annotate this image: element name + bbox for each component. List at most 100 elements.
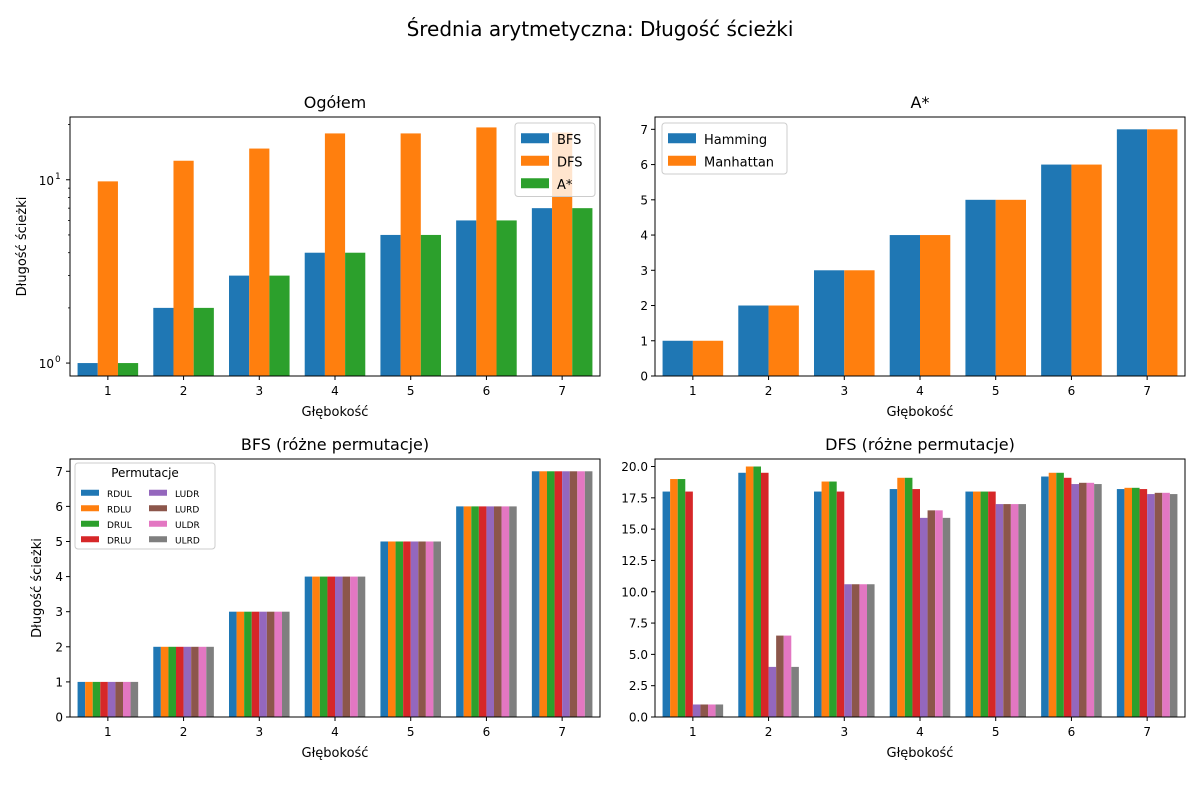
legend: Hamming Manhattan [661,122,788,175]
bar-hamming-4 [889,235,920,376]
bar-ludr-5 [995,504,1004,717]
x-axis-label: Głębokość [887,405,954,420]
y-tick-label: 4 [55,570,63,584]
bar-drlu-1 [100,681,108,717]
bar-drul-4 [319,576,328,717]
bar-rdlu-6 [463,506,472,717]
y-tick-label: 0 [55,711,63,725]
y-tick-label: 3 [640,264,648,278]
bar-dfs-1 [97,181,118,376]
y-tick-label: 6 [55,500,63,514]
bar-drul-4 [904,477,913,717]
bar-dfs-5 [400,133,421,376]
bar-lurd-4 [342,576,351,717]
bar-rdul-1 [662,491,671,717]
legend-label: ULRD [175,536,200,546]
bar-rdlu-2 [745,466,754,717]
bar-drul-7 [547,471,555,717]
bar-ludr-3 [844,584,852,717]
legend-swatch [521,133,549,144]
bar-manhattan-1 [692,340,724,376]
bar-uldr-3 [274,611,282,717]
y-tick-label: 7 [55,465,63,479]
x-axis-label: Głębokość [302,746,369,761]
bar-hamming-1 [662,340,693,376]
bar-a-7 [572,208,593,376]
bar-lurd-3 [266,611,275,717]
bar-lurd-1 [115,681,123,717]
legend-label: Hamming [704,133,767,148]
bar-ulrd-1 [130,681,139,717]
bar-drul-7 [1132,487,1140,717]
bar-ulrd-3 [867,584,875,717]
legend-label: DRUL [107,521,132,531]
bar-rdul-1 [77,681,86,717]
bar-rdul-7 [531,471,540,717]
x-tick-label: 1 [104,384,112,398]
bar-drul-1 [677,479,686,717]
legend-label: LURD [175,505,199,515]
x-tick-label: 7 [1143,384,1151,398]
bar-rdlu-3 [236,611,245,717]
x-tick-label: 1 [689,384,697,398]
bar-rdlu-4 [312,576,320,717]
bar-drlu-3 [836,491,845,717]
x-tick-label: 6 [1068,725,1076,739]
bar-a-1 [117,363,139,376]
bar-uldr-7 [1162,492,1170,717]
bar-hamming-5 [965,199,996,376]
bar-drlu-4 [912,489,920,717]
chart-3: 1 2 3 4 5 6 7 0 1 2 3 4 5 6 7 BFS (różne permutacje) Głę… [30,435,601,761]
bar-manhattan-4 [920,235,951,376]
bar-drul-5 [980,491,989,717]
bar-bfs-5 [380,234,401,376]
bar-a-4 [345,252,366,376]
chart-title: DFS (różne permutacje) [825,435,1015,454]
legend-swatch [668,155,696,166]
y-tick-label: 1 [640,334,648,348]
y-tick-label: 17.5 [621,491,648,505]
bar-rdlu-5 [388,541,396,717]
x-tick-label: 7 [558,725,566,739]
bar-dfs-2 [173,160,194,376]
bar-ulrd-4 [357,576,366,717]
legend-label: Manhattan [704,155,774,170]
bar-ludr-7 [562,471,570,717]
y-tick-label-exponent: 1 [55,172,61,182]
bar-a-5 [420,234,441,376]
bar-bfs-1 [77,363,98,376]
x-tick-label: 2 [180,384,188,398]
bar-uldr-4 [935,510,943,717]
bars [77,127,593,376]
bar-lurd-4 [927,510,936,717]
x-tick-label: 5 [992,725,1000,739]
bar-ulrd-5 [433,541,441,717]
legend-swatch [668,133,696,144]
bar-rdul-6 [1041,476,1049,717]
bar-ludr-5 [410,541,419,717]
y-tick-label: 2 [55,640,63,654]
bar-dfs-4 [324,133,346,376]
x-tick-label: 2 [180,725,188,739]
y-tick-label: 10 [39,174,54,188]
legend-label: BFS [557,133,581,148]
y-tick-label: 1 [55,675,63,689]
bar-lurd-2 [776,635,784,717]
bar-a-6 [496,220,517,376]
figure-title: Średnia arytmetyczna: Długość ścieżki [407,17,794,41]
bar-drul-2 [168,646,176,717]
bar-rdlu-6 [1048,472,1057,717]
legend-label: RDLU [107,505,131,515]
y-tick-label: 20.0 [621,460,648,474]
bars [77,471,593,717]
bar-lurd-2 [191,646,199,717]
bar-drlu-1 [685,491,693,717]
bar-ulrd-2 [206,646,214,717]
bar-rdlu-4 [897,477,905,717]
x-tick-label: 4 [331,384,339,398]
chart-title: Ogółem [304,93,367,112]
bar-uldr-4 [350,576,358,717]
bar-ludr-4 [335,576,343,717]
bar-hamming-7 [1116,129,1148,376]
bar-ludr-2 [183,646,192,717]
